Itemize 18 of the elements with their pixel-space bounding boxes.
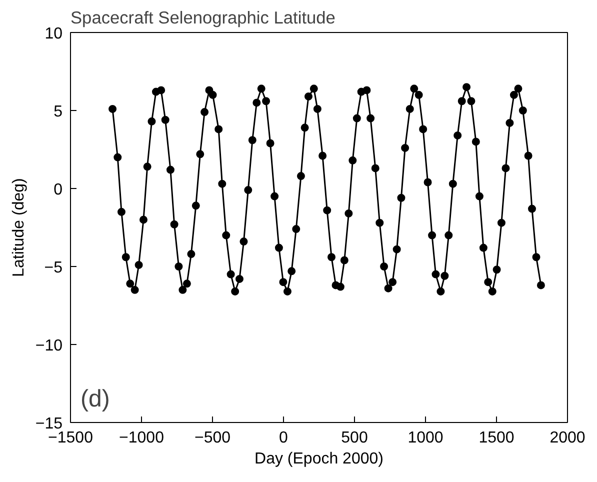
chart-title: Spacecraft Selenographic Latitude	[70, 8, 336, 28]
y-tick-label: −15	[35, 416, 63, 432]
x-tick-label: 1500	[478, 430, 514, 446]
x-tick-label: −500	[194, 430, 231, 446]
y-axis-title: Latitude (deg)	[10, 178, 28, 277]
y-tick-label: −10	[35, 338, 63, 354]
x-axis-title: Day (Epoch 2000)	[254, 450, 384, 468]
x-tick-label: 0	[279, 430, 288, 446]
y-tick-label: 5	[54, 104, 63, 120]
x-tick-label: −1500	[48, 430, 94, 446]
annotation: (d)	[80, 386, 110, 412]
x-tick-label: −1000	[119, 430, 164, 446]
x-tick-label: 500	[341, 430, 368, 446]
y-tick-label: 0	[54, 182, 63, 198]
y-tick-label: −5	[44, 260, 63, 276]
x-tick-label: 2000	[550, 430, 586, 446]
y-tick-label: 10	[44, 26, 63, 42]
x-tick-label: 1000	[408, 430, 444, 446]
